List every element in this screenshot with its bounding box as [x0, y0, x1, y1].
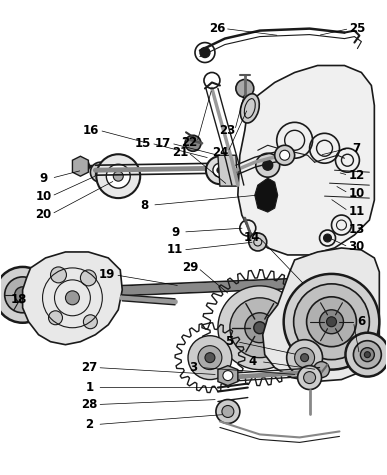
Circle shape — [206, 156, 234, 184]
Text: 27: 27 — [81, 361, 98, 374]
Circle shape — [51, 267, 67, 283]
Circle shape — [298, 366, 322, 389]
Text: 20: 20 — [36, 208, 52, 220]
Circle shape — [346, 332, 387, 377]
Circle shape — [275, 145, 295, 165]
Text: 15: 15 — [135, 137, 151, 150]
Circle shape — [198, 346, 222, 370]
Polygon shape — [255, 178, 278, 212]
Text: 14: 14 — [243, 231, 260, 245]
Circle shape — [287, 340, 322, 376]
Text: 19: 19 — [99, 268, 115, 281]
Text: 1: 1 — [85, 381, 93, 394]
Text: 5: 5 — [225, 335, 233, 348]
Circle shape — [223, 370, 233, 380]
Circle shape — [113, 171, 123, 181]
Circle shape — [263, 160, 273, 170]
Circle shape — [216, 399, 240, 423]
Circle shape — [95, 167, 105, 177]
Text: 10: 10 — [36, 190, 52, 203]
Circle shape — [213, 163, 227, 177]
Circle shape — [304, 371, 315, 384]
Circle shape — [5, 277, 41, 313]
Circle shape — [301, 354, 308, 361]
Text: 12: 12 — [348, 169, 365, 181]
Text: 29: 29 — [182, 261, 198, 275]
Circle shape — [360, 348, 374, 361]
Circle shape — [188, 336, 232, 380]
Text: 23: 23 — [219, 124, 235, 137]
Circle shape — [200, 48, 210, 57]
Text: 17: 17 — [155, 137, 171, 150]
Circle shape — [80, 270, 96, 286]
Circle shape — [91, 162, 110, 182]
Text: 10: 10 — [348, 187, 365, 200]
Circle shape — [96, 154, 140, 198]
Circle shape — [185, 135, 201, 151]
Text: 13: 13 — [348, 222, 365, 236]
Circle shape — [205, 352, 215, 362]
Circle shape — [106, 164, 130, 188]
Circle shape — [256, 153, 280, 177]
Circle shape — [245, 313, 275, 342]
Polygon shape — [238, 66, 374, 255]
Text: 18: 18 — [10, 294, 27, 306]
Circle shape — [295, 348, 315, 368]
Text: 8: 8 — [140, 199, 148, 211]
Text: 4: 4 — [249, 355, 257, 368]
Text: 6: 6 — [357, 315, 365, 328]
Circle shape — [313, 361, 329, 378]
Text: 30: 30 — [348, 240, 365, 254]
Circle shape — [320, 310, 343, 334]
Circle shape — [327, 317, 336, 327]
Circle shape — [307, 297, 356, 347]
Circle shape — [284, 274, 379, 370]
Circle shape — [236, 79, 254, 97]
Circle shape — [230, 298, 289, 358]
Circle shape — [15, 287, 31, 303]
Text: 2: 2 — [85, 418, 93, 431]
Ellipse shape — [240, 94, 259, 123]
Text: 28: 28 — [81, 398, 98, 411]
Polygon shape — [72, 156, 88, 176]
Text: 21: 21 — [172, 146, 188, 159]
Text: 7: 7 — [352, 142, 360, 155]
Circle shape — [222, 406, 234, 418]
Circle shape — [0, 267, 51, 323]
Text: 24: 24 — [212, 146, 228, 159]
Circle shape — [280, 150, 289, 160]
Text: 25: 25 — [349, 22, 366, 35]
Polygon shape — [22, 252, 122, 345]
Polygon shape — [263, 248, 379, 381]
Circle shape — [353, 341, 381, 369]
Text: 9: 9 — [171, 226, 179, 238]
Text: 3: 3 — [189, 361, 197, 374]
Circle shape — [217, 167, 223, 173]
Circle shape — [75, 159, 89, 173]
Text: 11: 11 — [167, 244, 183, 256]
Circle shape — [48, 311, 62, 325]
Text: 16: 16 — [83, 124, 99, 137]
Circle shape — [83, 315, 98, 329]
Circle shape — [294, 284, 369, 360]
Circle shape — [65, 291, 79, 305]
Circle shape — [324, 234, 332, 242]
Circle shape — [249, 233, 267, 251]
Text: 26: 26 — [209, 22, 225, 35]
Text: 9: 9 — [39, 171, 48, 185]
Circle shape — [254, 322, 266, 334]
Text: 22: 22 — [181, 136, 197, 149]
Circle shape — [365, 352, 370, 358]
Polygon shape — [218, 155, 238, 186]
Circle shape — [218, 286, 301, 370]
Text: 11: 11 — [348, 205, 365, 218]
Polygon shape — [218, 366, 238, 386]
